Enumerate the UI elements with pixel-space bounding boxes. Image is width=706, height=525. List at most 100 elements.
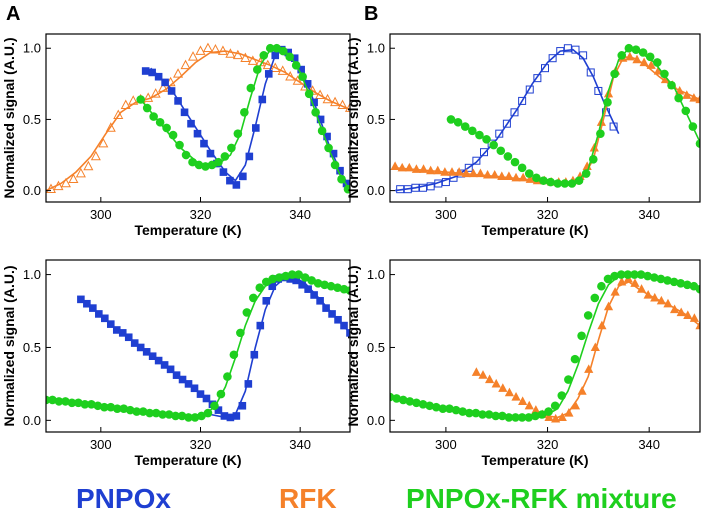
data-point-pnpox-rfk-mixture <box>638 48 648 57</box>
data-point-pnpox-rfk-mixture <box>405 397 415 406</box>
plot-b-top: 300 320 340 0.0 0.5 1.0 Temperature (K) Normali… <box>345 33 701 238</box>
data-point-pnpox <box>77 295 85 304</box>
data-point-pnpox-rfk-mixture <box>431 402 441 412</box>
data-point-pnpox <box>154 356 163 365</box>
y-tick-label: 0.5 <box>367 112 385 127</box>
data-point-rfk <box>531 405 541 414</box>
data-point-pnpox-rfk-mixture <box>577 331 586 341</box>
data-point-pnpox <box>419 183 428 192</box>
data-point-pnpox-rfk-mixture <box>478 410 487 419</box>
y-tick-label: 0.0 <box>367 413 385 428</box>
y-tick-label: 1.0 <box>23 41 41 56</box>
data-point-rfk <box>60 177 71 188</box>
data-point-pnpox-rfk-mixture <box>460 122 470 131</box>
data-point-pnpox <box>172 371 181 379</box>
data-point-pnpox-rfk-mixture <box>590 293 600 303</box>
data-point-pnpox-rfk-mixture <box>398 395 408 405</box>
data-point-pnpox-rfk-mixture <box>498 411 507 421</box>
data-point-pnpox-rfk-mixture <box>201 162 210 171</box>
data-point-pnpox <box>322 304 330 312</box>
data-point-pnpox <box>220 412 229 420</box>
data-point-pnpox-rfk-mixture <box>214 157 223 167</box>
data-point-pnpox-rfk-mixture <box>446 115 456 124</box>
x-axis-label: Temperature (K) <box>134 222 241 238</box>
data-point-rfk <box>232 49 243 60</box>
data-point-rfk <box>461 168 471 178</box>
y-axis-label: Normalized signal (A.U.) <box>345 37 361 198</box>
data-point-rfk <box>426 165 436 175</box>
data-point-pnpox-rfk-mixture <box>438 404 448 413</box>
plot-data <box>390 43 700 194</box>
series-line-pnpox-fit <box>150 47 350 189</box>
data-point-pnpox-rfk-mixture <box>458 407 467 416</box>
data-point-pnpox-rfk-mixture <box>100 402 109 412</box>
data-point-pnpox-rfk-mixture <box>425 401 434 411</box>
y-tick-label: 0.0 <box>23 413 41 428</box>
data-point-rfk <box>225 48 236 58</box>
data-point-pnpox <box>441 178 450 187</box>
plot-frame <box>45 33 351 203</box>
data-point-pnpox-rfk-mixture <box>207 160 217 170</box>
data-point-rfk <box>646 60 656 69</box>
data-point-pnpox <box>118 329 127 337</box>
data-point-pnpox-rfk-mixture <box>603 274 613 284</box>
data-point-pnpox-rfk-mixture <box>151 408 161 418</box>
x-tick-label: 300 <box>90 207 112 222</box>
data-point-rfk <box>240 52 251 63</box>
data-point-pnpox-rfk-mixture <box>471 408 481 418</box>
data-point-pnpox-rfk-mixture <box>517 413 527 422</box>
data-point-rfk <box>518 396 528 405</box>
data-point-pnpox <box>323 132 331 141</box>
data-point-pnpox <box>148 68 156 77</box>
y-tick-label: 1.0 <box>367 267 385 282</box>
data-point-pnpox-rfk-mixture <box>392 394 401 403</box>
data-point-rfk <box>68 173 79 184</box>
data-point-pnpox <box>206 149 215 158</box>
data-point-rfk <box>478 370 488 379</box>
data-point-pnpox-rfk-mixture <box>412 398 421 408</box>
data-point-pnpox-rfk-mixture <box>510 157 520 167</box>
plot-data <box>46 270 350 422</box>
data-point-pnpox-rfk-mixture <box>570 354 580 364</box>
x-axis-label: Temperature (K) <box>481 452 588 468</box>
data-point-pnpox <box>226 176 234 185</box>
plot-frame <box>389 33 701 203</box>
data-point-rfk <box>83 160 94 171</box>
data-point-pnpox-rfk-mixture <box>489 140 498 150</box>
plot-data <box>46 42 350 194</box>
data-point-rfk <box>180 59 191 70</box>
data-point-rfk <box>625 51 635 61</box>
x-tick-label: 340 <box>638 437 660 452</box>
data-point-pnpox <box>141 67 150 75</box>
data-point-pnpox <box>95 310 103 318</box>
data-point-pnpox-rfk-mixture <box>482 135 491 144</box>
data-point-pnpox <box>533 74 542 83</box>
series-line-pnpox-rfk-mixture-fit <box>527 273 700 419</box>
x-axis-label: Temperature (K) <box>134 452 241 468</box>
data-point-rfk <box>113 109 124 119</box>
data-point-pnpox-rfk-mixture <box>581 169 591 178</box>
data-point-pnpox <box>83 299 91 308</box>
data-point-pnpox-rfk-mixture <box>80 400 90 409</box>
x-axis-label: Temperature (K) <box>481 222 588 238</box>
data-point-rfk <box>471 367 481 376</box>
data-point-pnpox-rfk-mixture <box>61 397 70 406</box>
data-point-pnpox <box>187 119 195 128</box>
data-point-pnpox-rfk-mixture <box>597 281 606 291</box>
y-tick-label: 0.0 <box>367 183 385 198</box>
data-point-rfk <box>404 162 414 172</box>
data-point-pnpox <box>160 361 169 369</box>
data-point-pnpox-rfk-mixture <box>491 411 501 421</box>
data-point-pnpox <box>286 275 294 283</box>
data-point-pnpox <box>106 320 115 328</box>
data-point-pnpox-rfk-mixture <box>171 411 180 421</box>
plot-a-top: 300 320 340 0.0 0.5 1.0 Temperature (K) Normali… <box>1 33 351 238</box>
data-point-rfk <box>418 164 429 173</box>
x-tick-label: 300 <box>435 437 457 452</box>
series-line-pnpox-rfk-mixture-fit <box>537 47 700 185</box>
data-point-pnpox-rfk-mixture <box>511 413 520 422</box>
data-point-rfk <box>504 387 515 397</box>
data-point-rfk <box>195 45 206 55</box>
data-point-pnpox-rfk-mixture <box>93 401 103 411</box>
data-point-rfk <box>695 94 700 104</box>
